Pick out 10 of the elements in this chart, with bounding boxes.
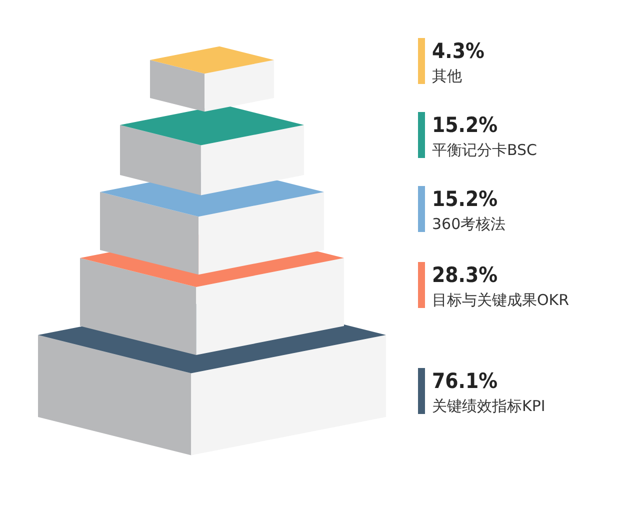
category-label: 关键绩效指标KPI [432, 397, 546, 415]
data-label: 15.2% [432, 187, 498, 211]
data-label: 28.3% [432, 263, 498, 287]
category-label: 其他 [432, 67, 462, 85]
category-label: 平衡记分卡BSC [432, 141, 538, 159]
data-label: 15.2% [432, 113, 498, 137]
category-label: 目标与关键成果OKR [432, 291, 570, 309]
data-label: 4.3% [432, 39, 484, 63]
data-label: 76.1% [432, 369, 498, 393]
category-label: 360考核法 [432, 215, 506, 233]
